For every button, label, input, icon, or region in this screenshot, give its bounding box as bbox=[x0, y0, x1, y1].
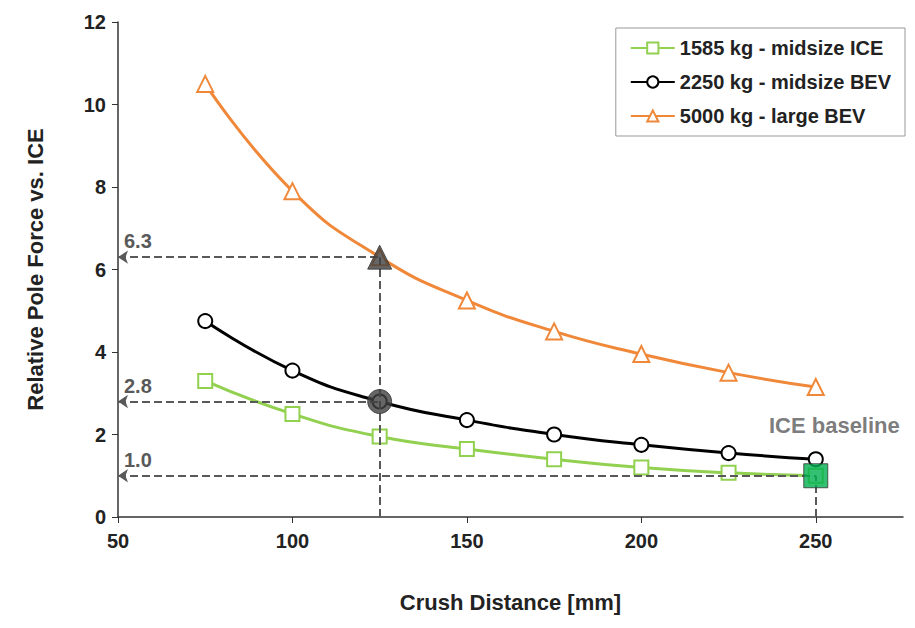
svg-text:Relative Pole Force vs. ICE: Relative Pole Force vs. ICE bbox=[23, 128, 48, 410]
svg-text:ICE baseline: ICE baseline bbox=[769, 413, 900, 438]
svg-text:5000 kg - large BEV: 5000 kg - large BEV bbox=[680, 105, 866, 127]
svg-text:100: 100 bbox=[276, 530, 309, 552]
svg-text:Crush Distance [mm]: Crush Distance [mm] bbox=[400, 590, 621, 615]
svg-text:50: 50 bbox=[107, 530, 129, 552]
svg-text:6.3: 6.3 bbox=[124, 230, 152, 252]
svg-text:200: 200 bbox=[625, 530, 658, 552]
svg-text:12: 12 bbox=[84, 11, 106, 33]
svg-text:8: 8 bbox=[95, 176, 106, 198]
svg-text:2.8: 2.8 bbox=[124, 375, 152, 397]
svg-text:2250 kg - midsize BEV: 2250 kg - midsize BEV bbox=[680, 71, 892, 93]
svg-text:4: 4 bbox=[95, 341, 107, 363]
svg-text:2: 2 bbox=[95, 424, 106, 446]
svg-text:1585 kg - midsize ICE: 1585 kg - midsize ICE bbox=[680, 37, 883, 59]
svg-text:1.0: 1.0 bbox=[124, 449, 152, 471]
svg-text:0: 0 bbox=[95, 506, 106, 528]
svg-text:150: 150 bbox=[450, 530, 483, 552]
svg-text:250: 250 bbox=[799, 530, 832, 552]
svg-text:6: 6 bbox=[95, 259, 106, 281]
svg-text:10: 10 bbox=[84, 94, 106, 116]
